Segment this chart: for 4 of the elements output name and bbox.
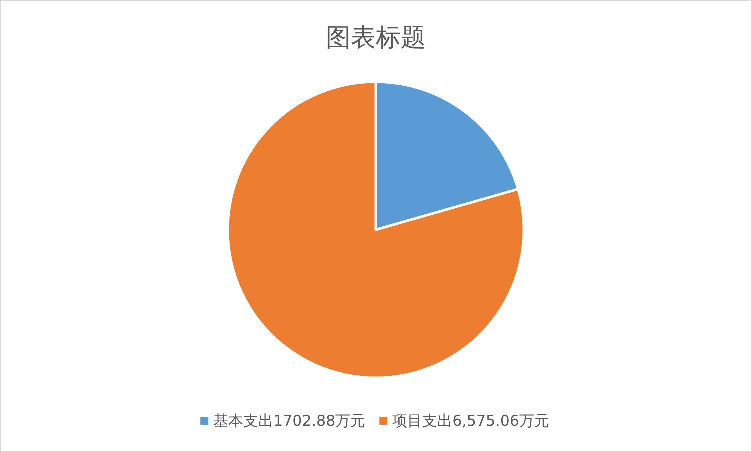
pie-slice xyxy=(226,80,526,380)
legend-label: 基本支出1702.88万元 xyxy=(214,412,366,430)
chart-title: 图表标题 xyxy=(326,23,426,52)
legend-label: 项目支出6,575.06万元 xyxy=(392,412,550,430)
